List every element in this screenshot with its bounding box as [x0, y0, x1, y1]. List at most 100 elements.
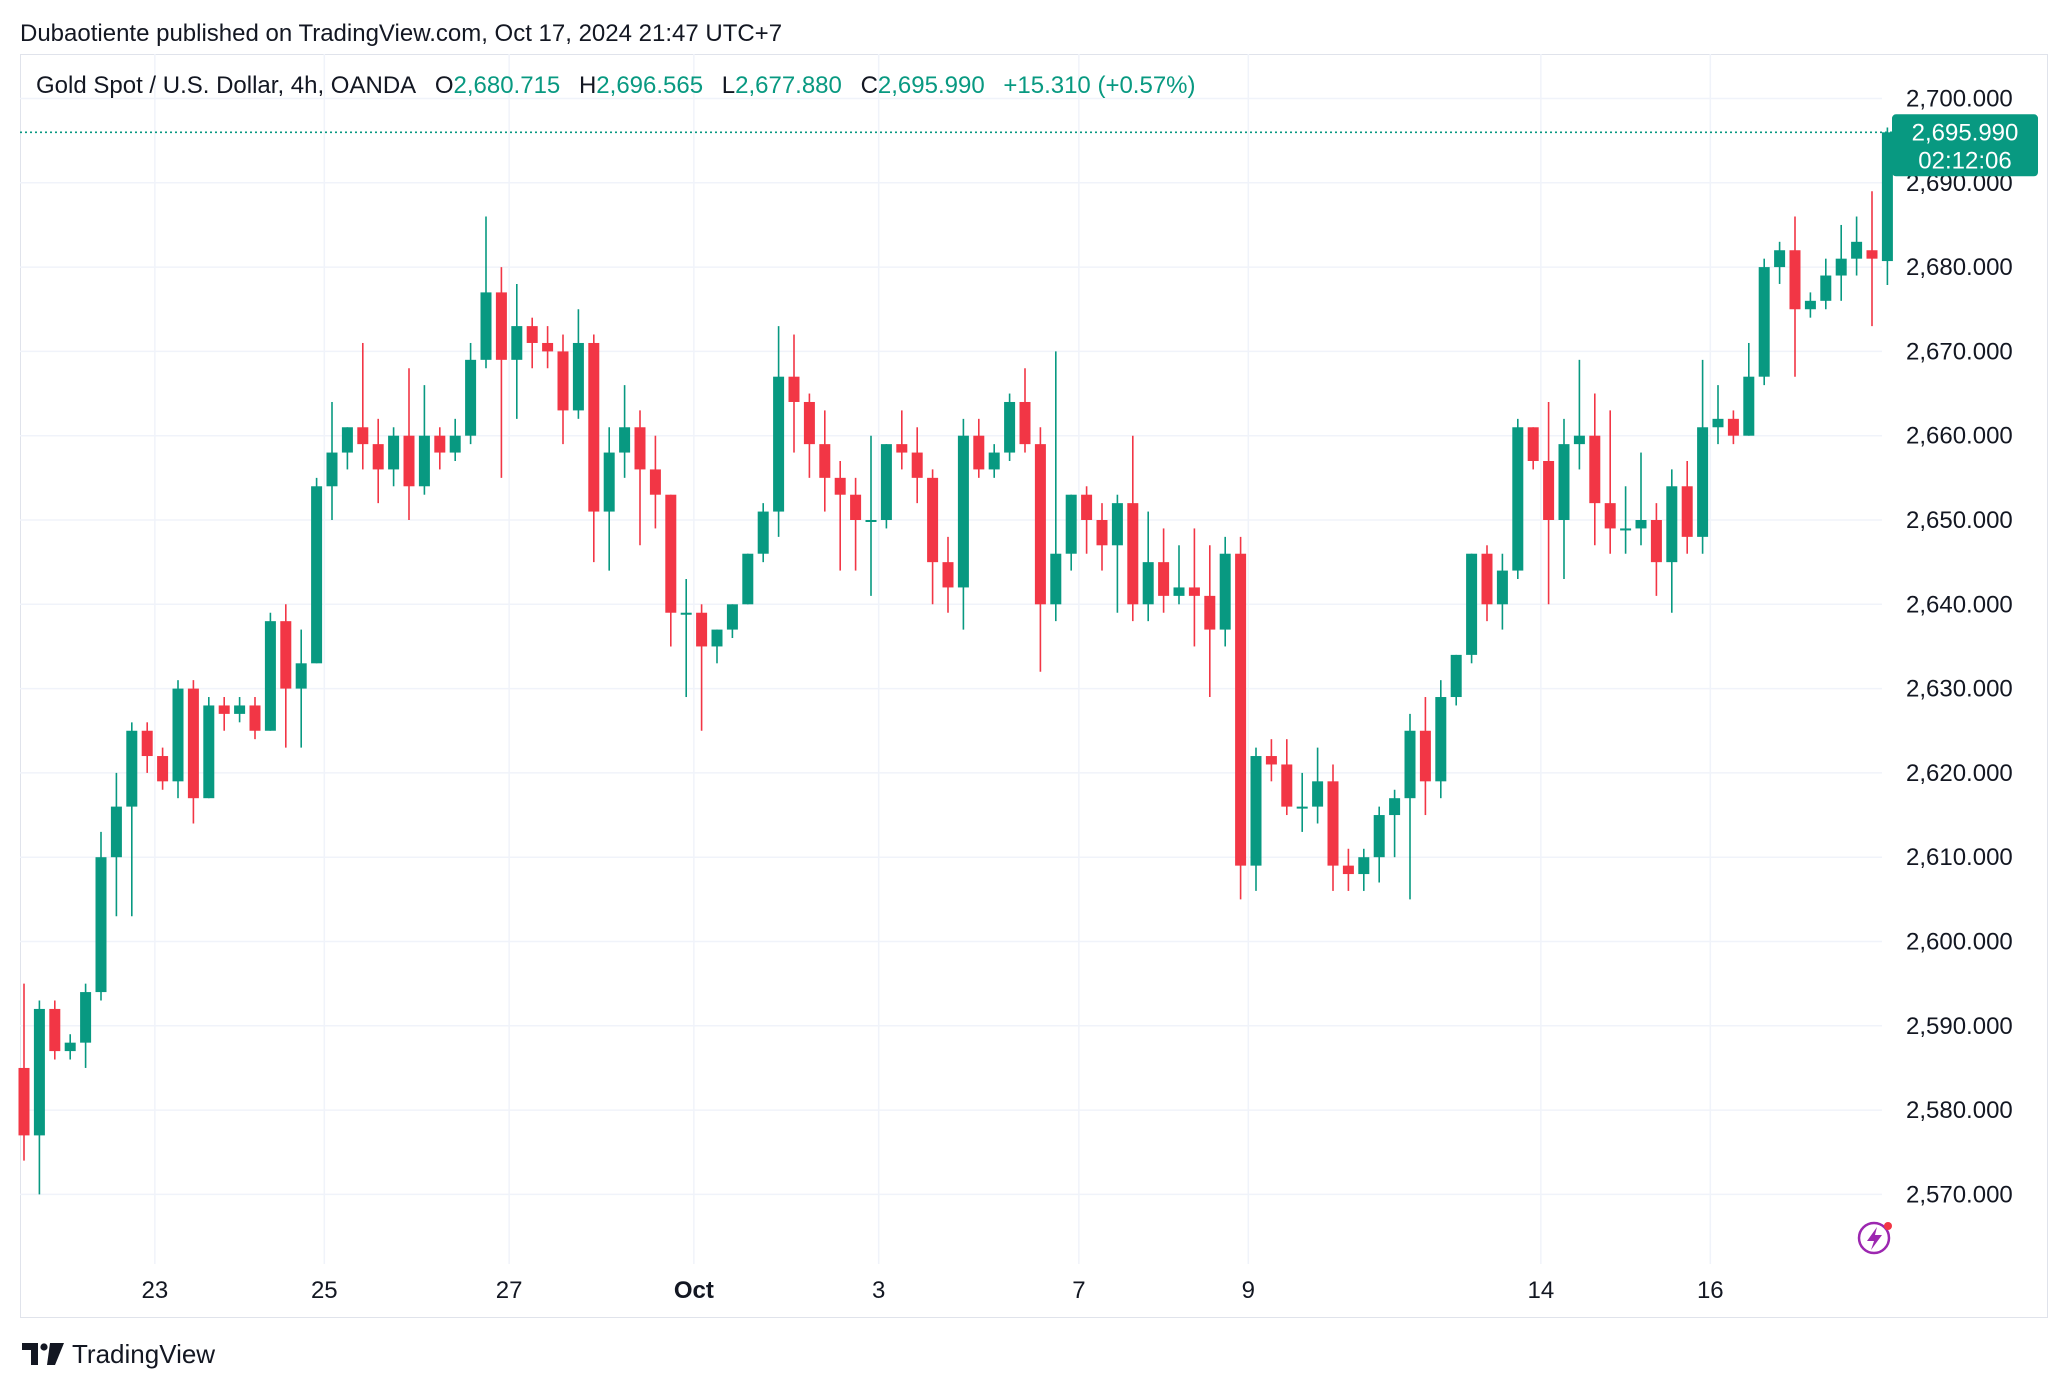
candle-body — [1820, 275, 1832, 301]
change-value: +15.310 (+0.57%) — [1003, 72, 1196, 99]
candle-body — [18, 1067, 30, 1136]
candle — [1389, 789, 1401, 858]
candle — [1111, 494, 1123, 613]
candle-body — [680, 612, 692, 615]
candle — [1573, 359, 1585, 470]
candle — [1851, 216, 1863, 276]
candle — [526, 317, 538, 369]
candle — [834, 460, 846, 571]
candle-body — [726, 604, 738, 630]
candle-body — [1081, 494, 1093, 520]
candle — [1804, 292, 1816, 318]
price-tick-label: 2,650.000 — [1906, 507, 2013, 534]
candle — [957, 418, 969, 630]
candle-body — [1835, 258, 1847, 276]
candle-body — [634, 427, 646, 470]
open-label: O — [434, 72, 454, 99]
candle — [1681, 460, 1693, 554]
lightning-icon[interactable] — [1857, 1221, 1892, 1255]
candle-body — [1620, 528, 1632, 531]
candle — [1081, 486, 1093, 554]
candle — [172, 680, 184, 799]
candle-body — [588, 342, 600, 512]
candle-body — [1373, 815, 1385, 858]
candle-body — [1235, 553, 1247, 866]
candle-body — [280, 621, 292, 689]
open-value: 2,680.715 — [453, 72, 561, 99]
candle-body — [973, 435, 985, 470]
candle — [1219, 536, 1231, 647]
low-value: 2,677.880 — [735, 72, 842, 99]
candle — [126, 722, 138, 917]
candle-body — [1666, 486, 1678, 563]
candle — [1481, 545, 1493, 622]
candle — [588, 334, 600, 563]
candle-body — [1573, 435, 1585, 445]
candle — [1496, 553, 1508, 630]
candle-body — [1158, 562, 1170, 596]
candle-body — [1466, 553, 1478, 655]
candle — [203, 697, 215, 799]
candle — [157, 747, 169, 790]
candle — [1281, 739, 1293, 816]
candle-body — [1481, 553, 1493, 605]
candle — [418, 385, 430, 495]
candle — [942, 536, 954, 613]
candle-body — [757, 511, 769, 554]
candle-body — [1065, 494, 1077, 554]
candle-body — [403, 435, 415, 487]
candle-body — [988, 452, 1000, 470]
candle — [264, 612, 276, 731]
candle-body — [1404, 730, 1416, 799]
candle — [911, 427, 923, 504]
candle — [1789, 216, 1801, 377]
candle — [141, 722, 153, 773]
candle-body — [1851, 241, 1863, 259]
candle — [973, 418, 985, 478]
candle-body — [711, 629, 723, 647]
candle — [1727, 410, 1739, 445]
candle — [1158, 528, 1170, 613]
candle — [1774, 241, 1786, 284]
candle-body — [1142, 562, 1154, 605]
candle-body — [1281, 764, 1293, 807]
candle — [326, 401, 338, 520]
close-value: 2,695.990 — [877, 72, 985, 99]
candle — [1188, 528, 1200, 647]
candle — [495, 267, 507, 478]
price-tick-label: 2,620.000 — [1906, 760, 2013, 787]
candle — [542, 326, 554, 369]
candle — [1034, 427, 1046, 672]
candle-body — [264, 621, 276, 731]
candle-body — [819, 444, 831, 478]
candle-body — [187, 688, 199, 799]
candle — [1466, 553, 1478, 664]
candle — [1065, 494, 1077, 571]
candle-body — [865, 520, 877, 522]
tradingview-footer[interactable]: TradingView — [22, 1338, 215, 1370]
candle-body — [1604, 503, 1616, 529]
candle-body — [341, 427, 353, 453]
candle-body — [295, 663, 307, 689]
candle-body — [1558, 444, 1570, 520]
candle-body — [80, 992, 92, 1043]
candle-body — [572, 342, 584, 411]
candle-body — [1712, 418, 1724, 428]
candle — [1620, 486, 1632, 554]
candle — [372, 418, 384, 504]
candle-body — [1204, 595, 1216, 630]
price-tick-label: 2,570.000 — [1906, 1181, 2013, 1208]
candle — [1096, 503, 1108, 571]
candle — [49, 1000, 61, 1060]
price-tick-label: 2,680.000 — [1906, 254, 2013, 281]
candle — [1342, 848, 1354, 891]
candle — [988, 444, 1000, 478]
high-label: H — [578, 72, 597, 99]
candle — [110, 772, 122, 917]
candle-body — [434, 435, 446, 453]
candle — [1019, 368, 1031, 453]
candle — [18, 983, 30, 1161]
publisher-caption: Dubaotiente published on TradingView.com… — [20, 20, 783, 47]
candle-body — [526, 326, 538, 343]
